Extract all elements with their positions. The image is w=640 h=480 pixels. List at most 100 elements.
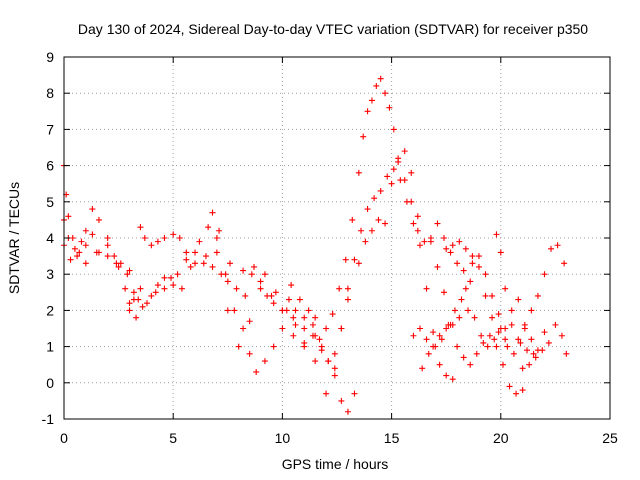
data-point: [76, 249, 83, 256]
series-13: [410, 253, 548, 354]
data-point: [126, 300, 133, 307]
data-point: [209, 263, 216, 270]
data-point: [351, 390, 358, 397]
data-point: [292, 321, 299, 328]
data-point: [329, 311, 336, 318]
data-point: [170, 282, 177, 289]
data-point: [344, 408, 351, 415]
data-point: [478, 332, 485, 339]
data-point: [65, 213, 72, 220]
y-tick-label: 5: [46, 194, 54, 210]
data-point: [563, 350, 570, 357]
data-point: [436, 332, 443, 339]
data-point: [436, 361, 443, 368]
data-point: [384, 173, 391, 180]
y-tick-label: 7: [46, 121, 54, 137]
data-point: [261, 358, 268, 365]
data-point: [270, 343, 277, 350]
data-point: [368, 227, 375, 234]
data-point: [161, 285, 168, 292]
series-10: [323, 166, 456, 397]
series-5: [130, 224, 220, 307]
data-point: [358, 227, 365, 234]
data-point: [443, 325, 450, 332]
data-points: [61, 75, 570, 415]
data-point: [323, 325, 330, 332]
y-axis: -1 0 1 2 3 4 5 6 7 8 9: [42, 49, 610, 427]
data-point: [170, 231, 177, 238]
data-point: [141, 235, 148, 241]
data-point: [508, 307, 515, 314]
data-point: [528, 307, 535, 314]
data-point: [390, 166, 397, 173]
data-point: [517, 339, 524, 346]
data-point: [246, 350, 253, 357]
data-point: [475, 253, 482, 260]
data-point: [290, 332, 297, 339]
data-point: [126, 267, 133, 274]
data-point: [290, 314, 297, 321]
data-point: [242, 292, 249, 299]
x-tick-label: 25: [602, 430, 618, 446]
data-point: [493, 343, 500, 350]
data-point: [316, 336, 323, 343]
data-point: [196, 238, 203, 245]
data-point: [209, 209, 216, 216]
data-point: [438, 336, 445, 343]
data-point: [460, 354, 467, 361]
data-point: [403, 198, 410, 205]
data-point: [362, 238, 369, 245]
data-point: [312, 332, 319, 339]
data-point: [224, 307, 231, 314]
data-point: [336, 285, 343, 292]
data-point: [124, 271, 131, 278]
data-point: [82, 242, 89, 249]
series-17: [519, 321, 570, 372]
y-tick-label: -1: [42, 411, 55, 427]
plot-frame: [63, 56, 611, 420]
y-tick-label: 6: [46, 158, 54, 174]
data-point: [292, 307, 299, 314]
data-point: [449, 376, 456, 383]
series-8: [224, 278, 358, 415]
data-point: [355, 169, 362, 176]
data-point: [213, 235, 220, 241]
y-axis-label: SDTVAR / TECUs: [6, 182, 22, 294]
data-point: [344, 296, 351, 303]
data-point: [423, 336, 430, 343]
data-point: [288, 282, 295, 289]
data-point: [104, 235, 111, 241]
data-point: [323, 390, 330, 397]
data-point: [447, 321, 454, 328]
data-point: [441, 289, 448, 296]
data-point: [416, 325, 423, 332]
data-point: [502, 285, 509, 292]
data-point: [318, 347, 325, 354]
data-point: [397, 177, 404, 184]
y-tick-label: 1: [46, 339, 54, 355]
data-point: [161, 274, 168, 281]
series-1: [61, 206, 142, 303]
grid: [64, 57, 610, 419]
data-point: [473, 350, 480, 357]
series-11: [355, 148, 474, 285]
data-point: [154, 282, 161, 289]
data-point: [183, 256, 190, 263]
data-point: [515, 336, 522, 343]
data-point: [416, 242, 423, 249]
data-point: [497, 249, 504, 256]
data-point: [510, 350, 517, 357]
data-point: [331, 365, 338, 372]
data-point: [447, 249, 454, 256]
series-12: [419, 296, 537, 372]
data-point: [410, 332, 417, 339]
data-point: [251, 263, 258, 270]
data-point: [187, 263, 194, 270]
data-point: [545, 339, 552, 346]
data-point: [268, 292, 275, 299]
data-point: [541, 271, 548, 278]
data-point: [434, 263, 441, 270]
data-point: [368, 97, 375, 104]
x-axis: 0 5 10 15 20 25: [60, 57, 618, 446]
